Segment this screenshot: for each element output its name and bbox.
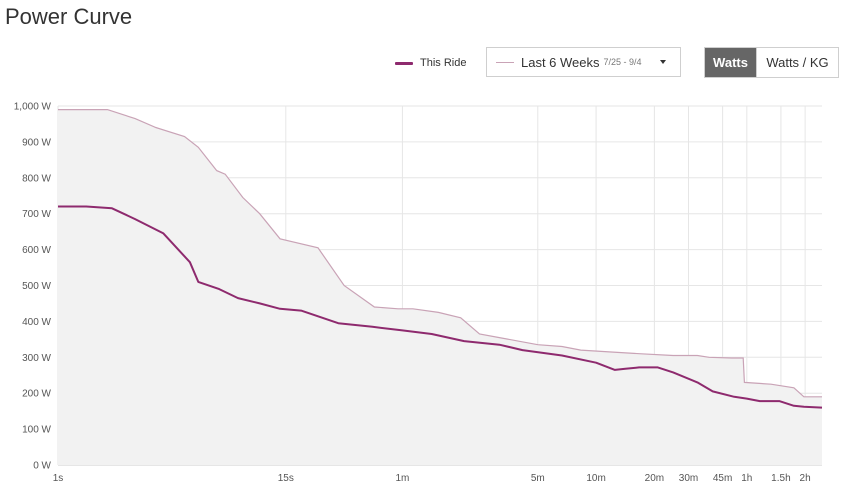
x-tick-label: 2h: [800, 473, 811, 484]
y-tick-label: 300 W: [22, 353, 51, 364]
x-tick-label: 45m: [713, 473, 732, 484]
y-tick-label: 400 W: [22, 317, 51, 328]
watts-per-kg-button[interactable]: Watts / KG: [756, 48, 838, 77]
y-tick-label: 200 W: [22, 389, 51, 400]
caret-down-icon: [660, 60, 666, 64]
y-tick-label: 700 W: [22, 209, 51, 220]
period-area-fill: [58, 109, 822, 465]
x-tick-label: 5m: [531, 473, 545, 484]
y-tick-label: 600 W: [22, 245, 51, 256]
y-tick-label: 100 W: [22, 425, 51, 436]
period-range-dropdown[interactable]: Last 6 Weeks 7/25 - 9/4: [486, 47, 681, 77]
x-tick-label: 1m: [395, 473, 409, 484]
x-tick-label: 15s: [278, 473, 294, 484]
watts-button[interactable]: Watts: [705, 48, 756, 77]
legend: This Ride: [395, 57, 466, 69]
period-swatch: [496, 61, 514, 63]
period-range-label: Last 6 Weeks: [521, 54, 600, 70]
series-line-last-6-weeks: [58, 109, 822, 398]
x-tick-label: 30m: [679, 473, 698, 484]
y-tick-label: 0 W: [33, 461, 51, 472]
x-axis-labels: 1s 15s 1m 5m 10m 20m 30m 45m 1h 1.5h 2h: [53, 473, 811, 484]
y-tick-label: 500 W: [22, 281, 51, 292]
y-tick-label: 1,000 W: [14, 102, 52, 113]
x-tick-label: 1s: [53, 473, 64, 484]
page-title: Power Curve: [5, 4, 133, 29]
unit-toggle: Watts Watts / KG: [704, 47, 839, 78]
legend-label-this-ride: This Ride: [420, 57, 467, 69]
x-tick-label: 1.5h: [771, 473, 790, 484]
this-ride-swatch: [395, 61, 413, 65]
y-tick-label: 900 W: [22, 137, 51, 148]
series-line-this-ride: [58, 205, 823, 409]
y-tick-label: 800 W: [22, 173, 51, 184]
period-range-dates: 7/25 - 9/4: [603, 57, 642, 67]
x-tick-label: 1h: [741, 473, 752, 484]
x-tick-label: 10m: [586, 473, 605, 484]
y-axis-labels: 0 W 100 W 200 W 300 W 400 W 500 W 600 W 700 W 80…: [14, 102, 52, 472]
x-tick-label: 20m: [645, 473, 664, 484]
